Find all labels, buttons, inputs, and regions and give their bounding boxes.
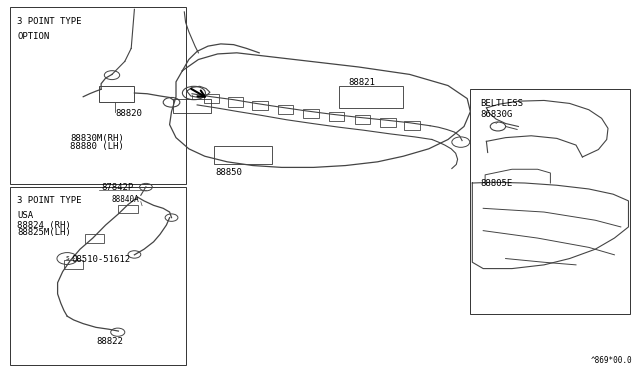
Bar (380, 118, 396, 127)
Bar (10, 187, 186, 365)
Text: 87842P: 87842P (101, 183, 133, 192)
Bar (278, 105, 293, 114)
Text: 88880 (LH): 88880 (LH) (70, 142, 124, 151)
Text: USA: USA (17, 211, 33, 220)
Bar (470, 89, 630, 314)
Bar (173, 99, 211, 113)
Text: 88805E: 88805E (480, 179, 512, 188)
Text: 08510-51612: 08510-51612 (72, 255, 131, 264)
Text: 88850: 88850 (216, 168, 243, 177)
Text: OPTION: OPTION (17, 32, 49, 41)
Bar (10, 7, 186, 184)
Text: 86830G: 86830G (480, 110, 512, 119)
Text: 88821: 88821 (349, 78, 376, 87)
Text: 3 POINT TYPE: 3 POINT TYPE (17, 17, 82, 26)
Bar (214, 146, 272, 164)
Bar (228, 97, 243, 107)
Bar (64, 260, 83, 269)
Text: ^869*00.0: ^869*00.0 (591, 356, 632, 365)
Bar (303, 109, 319, 118)
Text: 88825M(LH): 88825M(LH) (17, 228, 71, 237)
Text: 88830M(RH): 88830M(RH) (70, 134, 124, 142)
Bar (329, 112, 344, 121)
Bar (118, 205, 138, 213)
Bar (355, 115, 370, 124)
Text: S: S (65, 256, 69, 261)
Bar (99, 86, 134, 102)
Bar (252, 101, 268, 110)
Text: 3 POINT TYPE: 3 POINT TYPE (17, 196, 82, 205)
Text: 88840A: 88840A (112, 195, 140, 204)
Text: 88820: 88820 (115, 109, 142, 118)
Text: 88822: 88822 (96, 337, 123, 346)
Bar (339, 86, 403, 108)
Bar (404, 121, 420, 130)
Bar (204, 94, 219, 103)
Text: BELTLESS: BELTLESS (480, 99, 523, 108)
Text: 88824 (RH): 88824 (RH) (17, 221, 71, 230)
Bar (85, 234, 104, 243)
